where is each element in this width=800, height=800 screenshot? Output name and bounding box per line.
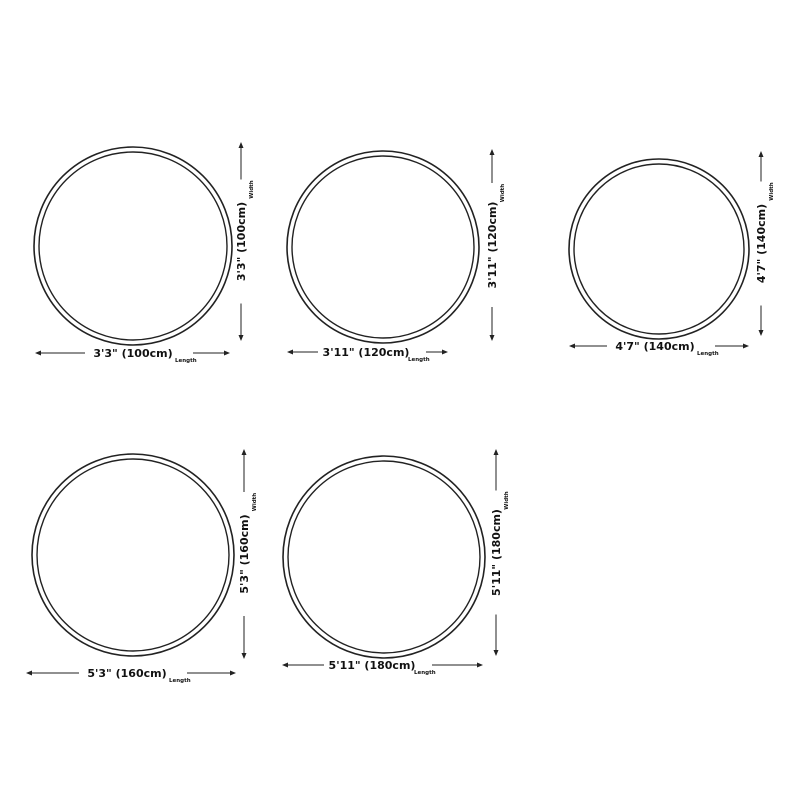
rug-inner-ring bbox=[36, 458, 230, 652]
width-label: 5'11" (180cm) bbox=[490, 509, 503, 596]
width-word: Width bbox=[769, 182, 775, 201]
rug-inner-ring bbox=[38, 151, 228, 341]
length-label: 4'7" (140cm) bbox=[615, 340, 694, 353]
length-label: 5'3" (160cm) bbox=[87, 667, 166, 680]
width-label: 3'11" (120cm) bbox=[486, 202, 499, 289]
width-word: Width bbox=[252, 493, 258, 512]
rug-inner-ring bbox=[573, 163, 745, 335]
width-label: 3'3" (100cm) bbox=[235, 202, 248, 281]
rug-outer-ring bbox=[568, 158, 750, 340]
length-word: Length bbox=[697, 351, 719, 357]
length-word: Length bbox=[414, 670, 436, 676]
rug-outer-ring bbox=[282, 455, 486, 659]
width-word: Width bbox=[504, 491, 510, 510]
length-word: Length bbox=[408, 357, 430, 363]
rug-outer-ring bbox=[286, 150, 480, 344]
rug-outer-ring bbox=[33, 146, 233, 346]
length-label: 3'3" (100cm) bbox=[93, 347, 172, 360]
length-label: 3'11" (120cm) bbox=[323, 346, 410, 359]
length-word: Length bbox=[169, 678, 191, 684]
length-word: Length bbox=[175, 358, 197, 364]
rug-inner-ring bbox=[291, 155, 475, 339]
width-word: Width bbox=[500, 184, 506, 203]
rug-outer-ring bbox=[31, 453, 235, 657]
width-label: 4'7" (140cm) bbox=[755, 204, 768, 283]
width-word: Width bbox=[249, 180, 255, 199]
width-label: 5'3" (160cm) bbox=[238, 514, 251, 593]
length-label: 5'11" (180cm) bbox=[329, 659, 416, 672]
rug-inner-ring bbox=[287, 460, 481, 654]
